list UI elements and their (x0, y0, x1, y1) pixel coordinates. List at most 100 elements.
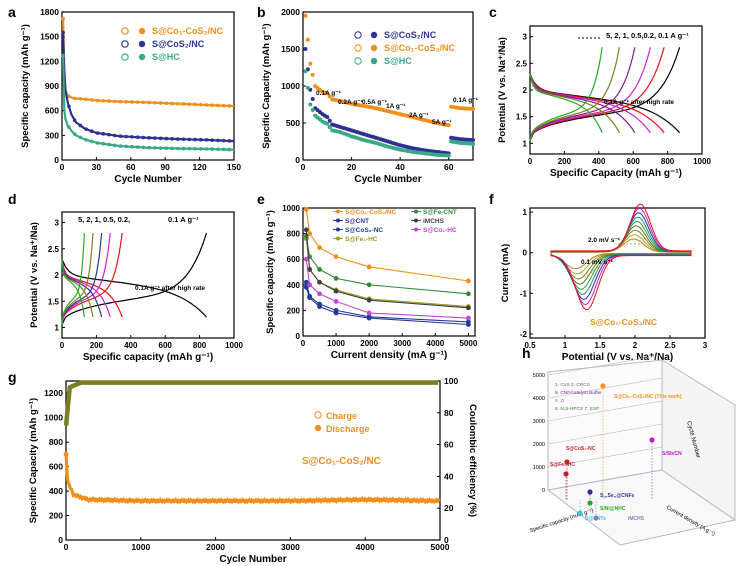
a-series-line (62, 32, 235, 143)
a-data-point (170, 146, 174, 151)
e-legend-marker (336, 209, 340, 214)
e-legend-marker (414, 227, 418, 232)
h-data-point (587, 489, 593, 495)
h-grid-line (547, 400, 663, 422)
a-data-point (78, 123, 83, 128)
c-discharge-curve (529, 73, 603, 133)
h-point-label: S@CoS₂-NC (566, 446, 596, 452)
e-series-line (305, 259, 469, 319)
b-y-tick-label: 2000 (281, 7, 300, 17)
d-charge-curve (61, 232, 85, 325)
a-data-point (101, 132, 106, 136)
g-y-tick-label: 800 (49, 437, 63, 447)
a-data-point (170, 101, 174, 106)
g-efficiency-line (63, 380, 439, 426)
h-legend-label: 8. Zr (555, 398, 565, 404)
a-data-point (187, 102, 192, 107)
b-data-point (471, 138, 475, 143)
b-x-tick-label: 20 (347, 162, 357, 172)
b-data-point (325, 121, 330, 126)
b-legend-marker (370, 31, 378, 39)
b-legend-label: S@HC (384, 56, 412, 66)
h-data-point (564, 459, 570, 465)
e-data-point (303, 256, 309, 262)
e-data-point (333, 254, 339, 260)
h-legend-label: 6. N,S-HPCS 7. ESF (555, 406, 599, 412)
e-plot-frame (302, 207, 476, 337)
e-legend-label: S@Fe₁-HC (345, 236, 378, 243)
a-legend-marker (138, 53, 146, 61)
a-data-point (112, 99, 117, 104)
a-data-point (118, 134, 123, 139)
e-data-point (307, 231, 313, 237)
h-y-tick-label: 2000 (533, 442, 545, 448)
c-x-axis-label: Specific Capacity (mAh g⁻¹) (550, 168, 682, 179)
c-x-tick-label: 0 (528, 157, 533, 166)
f-x-tick-label: 1.5 (594, 341, 606, 350)
a-x-tick-label: 0 (60, 162, 65, 172)
a-data-point (90, 98, 94, 102)
a-data-point (118, 144, 123, 148)
a-data-point (124, 100, 129, 104)
panel-f-chart: 0.5 1 1.5 2 2.5 3 -2 -1 0 1 Potential (V vs. Na⁺/N… (500, 203, 708, 363)
b-rate-label: 0.2A g⁻¹ (338, 99, 363, 106)
e-data-point (465, 305, 471, 311)
e-data-point (333, 276, 339, 281)
e-y-tick-label: 0 (296, 332, 301, 341)
a-data-point (193, 102, 197, 107)
b-rate-label: 0.5A g⁻¹ (362, 99, 387, 106)
a-data-point (118, 99, 123, 104)
a-data-point (95, 131, 100, 135)
f-y-tick-label: 0 (523, 249, 528, 258)
a-data-point (95, 141, 100, 145)
a-data-point (216, 147, 220, 152)
a-data-point (61, 16, 65, 21)
d-x-axis-label: Specific capacity (mAh g⁻¹) (83, 352, 213, 363)
a-data-point (227, 139, 232, 143)
b-legend-label: S@Co₁-CoS₂/NC (384, 43, 455, 53)
d-charge-curve (61, 232, 123, 326)
c-x-tick-label: 600 (627, 157, 641, 166)
a-data-point (130, 135, 134, 139)
e-legend-label: S@Co₁-HC (423, 227, 457, 234)
b-data-point (471, 106, 475, 111)
h-data-point (563, 471, 569, 477)
f-x-tick-label: 3 (703, 341, 708, 350)
c-x-tick-label: 1000 (693, 157, 711, 166)
a-data-point (130, 144, 134, 149)
h-grid-line (547, 354, 663, 376)
g-x-tick-label: 0 (64, 542, 69, 552)
a-data-point (158, 146, 163, 150)
e-series-line (305, 282, 469, 323)
e-data-point (465, 315, 471, 321)
b-x-tick-label: 0 (301, 162, 306, 172)
d-y-tick-label: 3 (55, 219, 60, 228)
b-y-tick-label: 500 (286, 118, 300, 128)
e-legend-label: S@CoS₂-NC (345, 227, 383, 234)
e-data-point (465, 319, 471, 325)
e-x-tick-label: 3000 (393, 339, 411, 348)
h-data-point (587, 500, 593, 506)
b-x-tick-label: 60 (444, 162, 454, 172)
a-data-point (198, 137, 203, 142)
f-y-tick-label: -1 (520, 289, 528, 298)
a-data-point (153, 136, 157, 140)
b-legend-marker-open (354, 31, 362, 39)
e-y-tick-label: 600 (287, 255, 301, 264)
panel-letter-h: h (522, 345, 531, 361)
d-discharge-curve (61, 259, 123, 318)
g-y-tick-label: 400 (49, 486, 63, 496)
a-data-point (147, 100, 151, 105)
b-legend-label: S@CoS₂/NC (384, 30, 437, 40)
h-legend-label: 9. CNF/catalyst Buffer (555, 390, 602, 396)
d-x-tick-label: 800 (193, 341, 207, 350)
e-series-line (305, 236, 469, 295)
c-charge-curve (529, 47, 636, 141)
f-annotation-high: 2.0 mV s⁻¹ (588, 237, 620, 244)
panel-letter-c: c (489, 4, 497, 20)
panel-letter-b: b (257, 4, 266, 20)
a-data-point (204, 103, 209, 107)
e-legend-marker (414, 218, 418, 223)
a-legend-marker-open (121, 53, 129, 61)
c-x-tick-label: 400 (592, 157, 606, 166)
